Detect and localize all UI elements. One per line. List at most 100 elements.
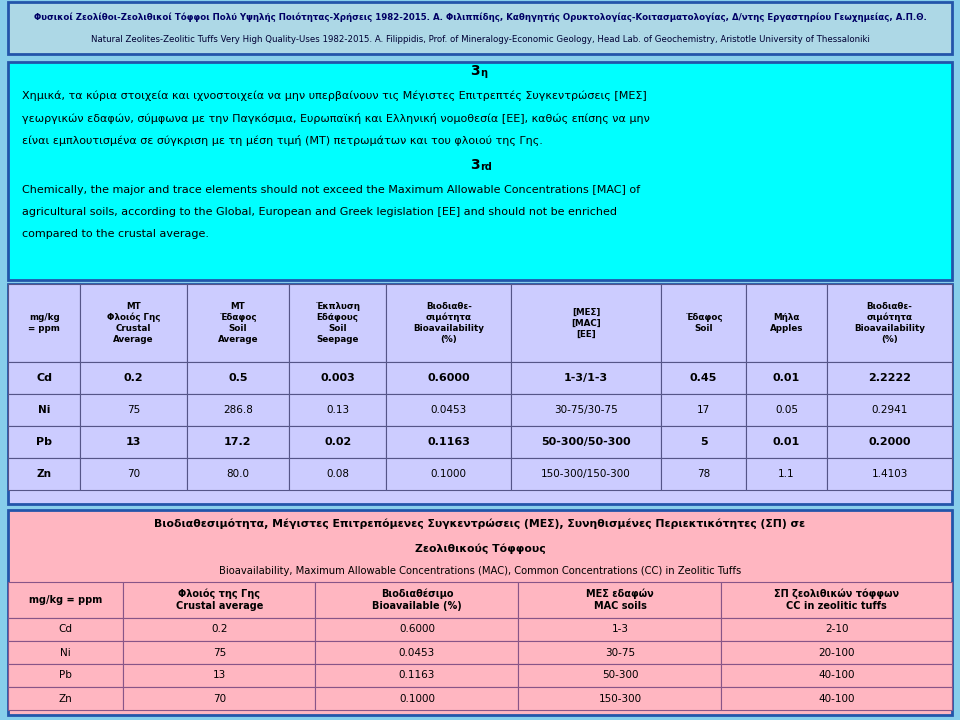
Text: Βιοδιαθεσιμότητα, Μέγιστες Επιτρεπόμενες Συγκεντρώσεις (ΜΕΣ), Συνηθισμένες Περιε: Βιοδιαθεσιμότητα, Μέγιστες Επιτρεπόμενες… — [155, 518, 805, 529]
Text: Φλοιός της Γης
Crustal average: Φλοιός της Γης Crustal average — [176, 588, 263, 611]
Text: Μήλα
Apples: Μήλα Apples — [770, 313, 804, 333]
Bar — [828, 458, 952, 490]
Bar — [386, 426, 512, 458]
Text: 0.1000: 0.1000 — [431, 469, 467, 479]
Text: Βιοδιαθέσιμο
Bioavailable (%): Βιοδιαθέσιμο Bioavailable (%) — [372, 588, 462, 611]
Text: Pb: Pb — [36, 437, 52, 447]
Text: 75: 75 — [127, 405, 140, 415]
Text: 150-300: 150-300 — [598, 693, 641, 703]
Bar — [81, 458, 186, 490]
Bar — [186, 284, 289, 362]
Text: 3: 3 — [470, 158, 480, 172]
Bar — [8, 284, 952, 504]
Text: 3: 3 — [470, 64, 480, 78]
Text: 78: 78 — [697, 469, 710, 479]
Text: είναι εμπλουτισμένα σε σύγκριση με τη μέση τιμή (ΜΤ) πετρωμάτων και του φλοιού τ: είναι εμπλουτισμένα σε σύγκριση με τη μέ… — [22, 135, 542, 145]
Bar — [8, 62, 952, 280]
Text: mg/kg = ppm: mg/kg = ppm — [29, 595, 103, 605]
Text: 70: 70 — [127, 469, 140, 479]
Text: Ni: Ni — [38, 405, 50, 415]
Bar — [123, 687, 315, 710]
Bar — [828, 394, 952, 426]
Text: 1.4103: 1.4103 — [872, 469, 908, 479]
Text: 0.01: 0.01 — [773, 437, 801, 447]
Bar — [123, 618, 315, 641]
Text: compared to the crustal average.: compared to the crustal average. — [22, 229, 209, 239]
Text: Cd: Cd — [36, 373, 52, 383]
Bar — [722, 641, 952, 664]
Text: 0.01: 0.01 — [773, 373, 801, 383]
Text: 5: 5 — [700, 437, 708, 447]
Bar — [512, 458, 661, 490]
Bar — [722, 664, 952, 687]
Bar — [315, 582, 518, 618]
Bar — [186, 458, 289, 490]
Text: 17: 17 — [697, 405, 710, 415]
Text: 0.2000: 0.2000 — [868, 437, 911, 447]
Text: Χημικά, τα κύρια στοιχεία και ιχνοστοιχεία να μην υπερβαίνουν τις Μέγιστες Επιτρ: Χημικά, τα κύρια στοιχεία και ιχνοστοιχε… — [22, 91, 647, 102]
Text: 75: 75 — [213, 647, 226, 657]
Text: Cd: Cd — [59, 624, 73, 634]
Text: 40-100: 40-100 — [819, 693, 855, 703]
Bar — [386, 394, 512, 426]
Text: MT
Φλοιός Γης
Crustal
Average: MT Φλοιός Γης Crustal Average — [107, 302, 160, 344]
Bar — [722, 687, 952, 710]
Text: Zn: Zn — [59, 693, 73, 703]
Text: 0.2: 0.2 — [124, 373, 143, 383]
Bar — [123, 664, 315, 687]
Bar — [8, 426, 81, 458]
Text: 0.08: 0.08 — [326, 469, 349, 479]
Text: ΜΕΣ εδαφών
MAC soils: ΜΕΣ εδαφών MAC soils — [586, 588, 654, 611]
Text: 0.0453: 0.0453 — [398, 647, 435, 657]
Bar — [315, 641, 518, 664]
Text: γεωργικών εδαφών, σύμφωνα με την Παγκόσμια, Ευρωπαϊκή και Ελληνική νομοθεσία [ΕΕ: γεωργικών εδαφών, σύμφωνα με την Παγκόσμ… — [22, 112, 650, 124]
Text: 70: 70 — [213, 693, 226, 703]
Text: 0.2941: 0.2941 — [872, 405, 908, 415]
Text: 17.2: 17.2 — [224, 437, 252, 447]
Bar — [746, 458, 828, 490]
Text: Ni: Ni — [60, 647, 71, 657]
Text: Βιοδιαθε-
σιμότητα
Bioavailability
(%): Βιοδιαθε- σιμότητα Bioavailability (%) — [414, 302, 484, 344]
Bar — [315, 687, 518, 710]
Bar — [81, 362, 186, 394]
Text: η: η — [480, 68, 487, 78]
Bar — [8, 458, 81, 490]
Bar — [315, 664, 518, 687]
Bar — [186, 362, 289, 394]
Text: 0.5: 0.5 — [228, 373, 248, 383]
Bar — [8, 687, 123, 710]
Bar — [8, 618, 123, 641]
Bar — [518, 687, 722, 710]
Bar — [512, 284, 661, 362]
Bar — [518, 618, 722, 641]
Bar — [661, 426, 746, 458]
Bar — [828, 426, 952, 458]
Text: 0.003: 0.003 — [321, 373, 355, 383]
Bar — [746, 284, 828, 362]
Text: Zn: Zn — [36, 469, 52, 479]
Text: [ΜΕΣ]
[MAC]
[EE]: [ΜΕΣ] [MAC] [EE] — [571, 307, 601, 338]
Bar — [289, 458, 386, 490]
Text: 0.2: 0.2 — [211, 624, 228, 634]
Text: 13: 13 — [126, 437, 141, 447]
Bar — [386, 458, 512, 490]
Text: 50-300/50-300: 50-300/50-300 — [541, 437, 631, 447]
Text: 1-3/1-3: 1-3/1-3 — [564, 373, 609, 383]
Text: ΣΠ ζεολιθικών τόφφων
CC in zeolitic tuffs: ΣΠ ζεολιθικών τόφφων CC in zeolitic tuff… — [774, 588, 900, 611]
Text: 0.6000: 0.6000 — [427, 373, 470, 383]
Bar — [123, 582, 315, 618]
Bar — [81, 284, 186, 362]
Text: 0.1000: 0.1000 — [399, 693, 435, 703]
Bar — [315, 618, 518, 641]
Text: 150-300/150-300: 150-300/150-300 — [541, 469, 631, 479]
Text: 2.2222: 2.2222 — [868, 373, 911, 383]
Bar — [186, 426, 289, 458]
Text: 0.45: 0.45 — [690, 373, 717, 383]
Text: Pb: Pb — [60, 670, 72, 680]
Text: 0.6000: 0.6000 — [399, 624, 435, 634]
Bar — [512, 394, 661, 426]
Bar — [828, 284, 952, 362]
Text: 0.02: 0.02 — [324, 437, 351, 447]
Text: 13: 13 — [213, 670, 226, 680]
Text: 0.05: 0.05 — [775, 405, 798, 415]
